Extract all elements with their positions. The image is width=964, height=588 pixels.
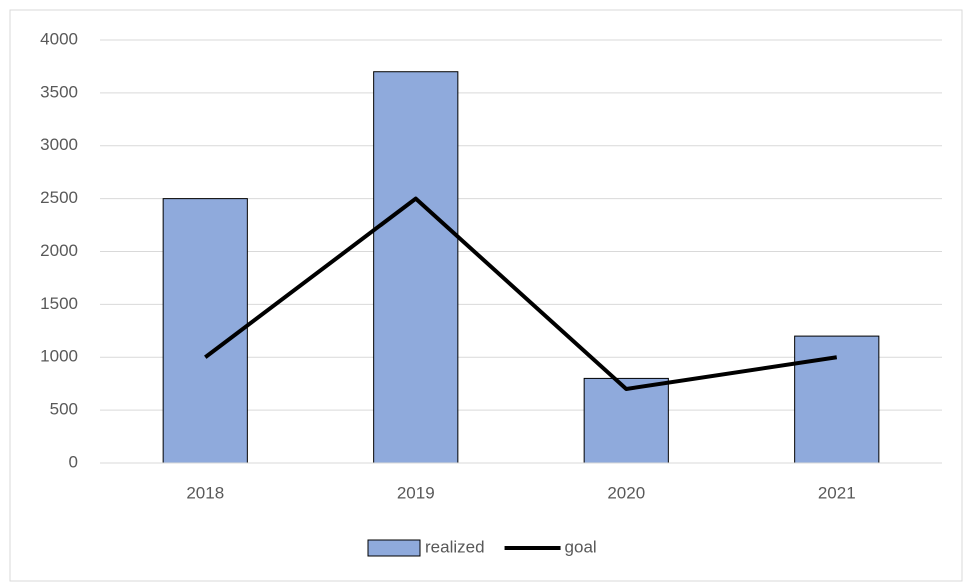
y-tick-label: 2500 — [40, 188, 78, 207]
x-tick-label: 2020 — [607, 483, 645, 502]
bar — [162, 198, 248, 464]
legend-swatch — [367, 539, 421, 557]
line — [204, 196, 838, 391]
y-tick-label: 2000 — [40, 241, 78, 260]
y-tick-label: 500 — [50, 400, 78, 419]
y-tick-label: 4000 — [40, 29, 78, 48]
bar — [583, 377, 669, 464]
x-tick-label: 2018 — [186, 483, 224, 502]
bar — [373, 71, 459, 464]
legend-label: realized — [425, 537, 485, 556]
x-tick-label: 2019 — [397, 483, 435, 502]
x-tick-label: 2021 — [818, 483, 856, 502]
bar — [794, 335, 880, 464]
y-tick-label: 0 — [69, 452, 78, 471]
legend-label: goal — [565, 537, 597, 556]
y-tick-label: 1000 — [40, 347, 78, 366]
y-tick-label: 3500 — [40, 82, 78, 101]
y-tick-label: 3000 — [40, 135, 78, 154]
y-tick-label: 1500 — [40, 294, 78, 313]
